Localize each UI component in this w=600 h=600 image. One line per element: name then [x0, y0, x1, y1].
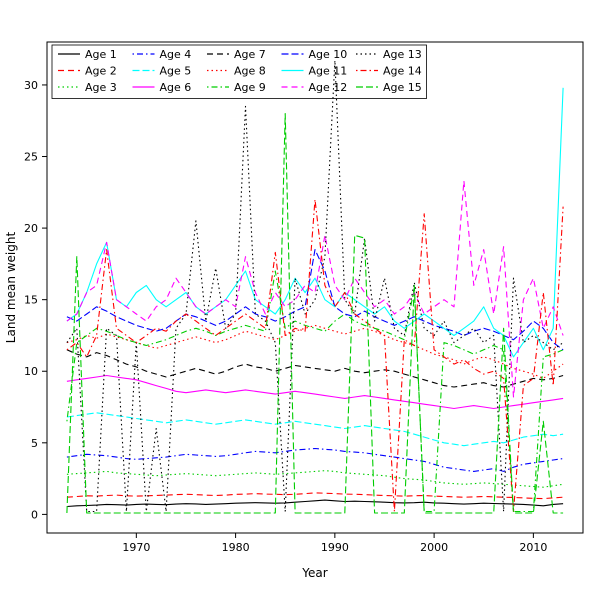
- y-tick-label: 10: [24, 365, 38, 378]
- series-line-14: [66, 198, 564, 513]
- legend-box: [51, 44, 427, 99]
- x-axis-title: Year: [301, 566, 327, 580]
- y-tick-label: 15: [24, 294, 38, 307]
- plot-box: [46, 41, 584, 534]
- series-line-8: [66, 324, 564, 379]
- y-tick-label: 20: [24, 222, 38, 235]
- y-tick-label: 0: [31, 508, 38, 521]
- series-line-6: [66, 374, 564, 410]
- legend-label: Age 2: [85, 65, 117, 78]
- series-line-15: [66, 113, 564, 514]
- series-line-4: [66, 447, 564, 472]
- legend-label: Age 5: [160, 65, 192, 78]
- legend-label: Age 10: [309, 48, 348, 61]
- y-axis-title: Land mean weight: [4, 232, 18, 344]
- series-line-13: [66, 60, 564, 513]
- legend-label: Age 6: [160, 81, 192, 94]
- series-line-9: [66, 270, 564, 513]
- x-tick-label: 2010: [519, 541, 547, 554]
- series-line-11: [66, 87, 564, 358]
- legend-label: Age 1: [85, 48, 117, 61]
- series-line-5: [66, 412, 564, 447]
- legend-label: Age 3: [85, 81, 117, 94]
- series-line-2: [66, 492, 564, 500]
- y-tick-label: 25: [24, 151, 38, 164]
- x-tick-label: 2000: [420, 541, 448, 554]
- series-line-12: [66, 180, 564, 398]
- legend-label: Age 13: [383, 48, 422, 61]
- y-tick-label: 5: [31, 437, 38, 450]
- series-line-3: [66, 470, 564, 488]
- legend-label: Age 7: [234, 48, 266, 61]
- legend-label: Age 12: [309, 81, 348, 94]
- legend-label: Age 9: [234, 81, 266, 94]
- x-tick-label: 1990: [321, 541, 349, 554]
- series-line-10: [66, 249, 564, 351]
- y-tick-label: 30: [24, 79, 38, 92]
- x-tick-label: 1970: [122, 541, 150, 554]
- x-tick-label: 1980: [222, 541, 250, 554]
- legend-label: Age 11: [309, 65, 348, 78]
- legend-label: Age 15: [383, 81, 422, 94]
- series-line-1: [66, 499, 564, 508]
- legend-label: Age 4: [160, 48, 192, 61]
- series-line-7: [66, 349, 564, 388]
- legend-label: Age 14: [383, 65, 422, 78]
- legend-label: Age 8: [234, 65, 266, 78]
